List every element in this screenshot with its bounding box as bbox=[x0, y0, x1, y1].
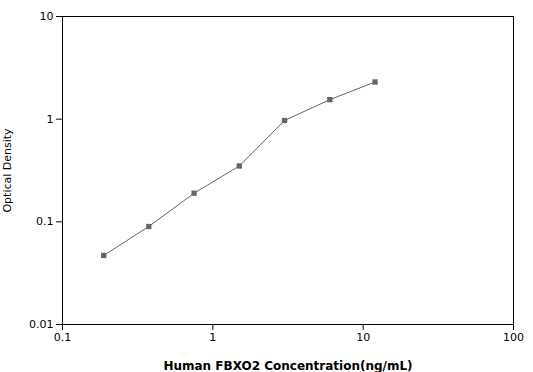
svg-text:Optical Density: Optical Density bbox=[1, 128, 14, 213]
svg-text:10: 10 bbox=[356, 331, 370, 344]
svg-text:1: 1 bbox=[209, 331, 216, 344]
svg-text:100: 100 bbox=[503, 331, 524, 344]
svg-text:10: 10 bbox=[40, 10, 54, 23]
svg-text:0.01: 0.01 bbox=[29, 318, 54, 331]
svg-text:Human FBXO2 Concentration(ng/m: Human FBXO2 Concentration(ng/mL) bbox=[163, 359, 412, 372]
svg-text:0.1: 0.1 bbox=[54, 331, 72, 344]
svg-text:1: 1 bbox=[47, 113, 54, 126]
svg-text:0.1: 0.1 bbox=[36, 215, 54, 228]
